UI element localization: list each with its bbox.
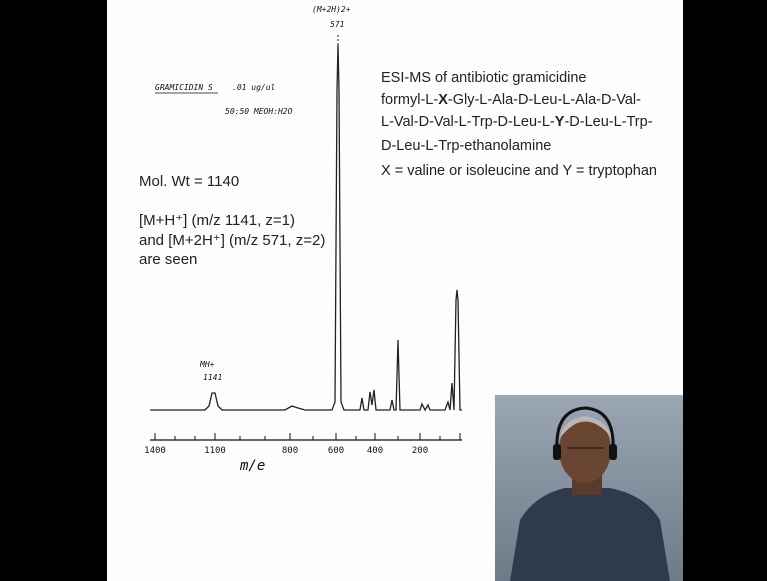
description-line: D-Leu-L-Trp-ethanolamine [381, 138, 551, 154]
concentration: .01 ug/ul [232, 83, 275, 92]
description-line: X = valine or isoleucine and Y = tryptop… [381, 163, 657, 179]
peak-label: (M+2H)2+ [312, 5, 351, 14]
description-heading: ESI-MS of antibiotic gramicidine [381, 70, 587, 86]
spectrum-trace [150, 44, 462, 412]
text: -D-Leu-L-Trp- [564, 114, 652, 130]
description-line: formyl-L-X-Gly-L-Ala-D-Leu-L-Ala-D-Val- [381, 92, 641, 108]
text-bold: Y [555, 114, 565, 130]
ions-note: and [M+2H⁺] (m/z 571, z=2) [139, 232, 325, 249]
text: L-Val-D-Val-L-Trp-D-Leu-L- [381, 114, 555, 130]
peak-label: MH+ [199, 360, 215, 369]
sample-label: GRAMICIDIN S [155, 83, 213, 92]
axis-ticks [154, 433, 461, 440]
x-tick-label: 600 [328, 446, 344, 456]
x-tick-label: 1400 [144, 446, 166, 456]
description-line: L-Val-D-Val-L-Trp-D-Leu-L-Y-D-Leu-L-Trp- [381, 114, 653, 130]
ions-note: [M+H⁺] (m/z 1141, z=1) [139, 212, 295, 229]
webcam-video [495, 395, 683, 581]
solvent: 50:50 MEOH:H2O [225, 107, 293, 116]
peak-mz: 1141 [203, 373, 222, 382]
x-tick-label: 1100 [204, 446, 226, 456]
ions-note: are seen [139, 251, 197, 268]
axis-title: m/e [239, 458, 265, 474]
x-tick-label: 200 [412, 446, 428, 456]
text-bold: X [438, 92, 448, 108]
x-tick-label: 400 [367, 446, 383, 456]
x-tick-label: 800 [282, 446, 298, 456]
text: -Gly-L-Ala-D-Leu-L-Ala-D-Val- [448, 92, 641, 108]
peak-mz: 571 [330, 20, 344, 29]
mol-wt: Mol. Wt = 1140 [139, 173, 239, 190]
text: formyl-L- [381, 92, 438, 108]
